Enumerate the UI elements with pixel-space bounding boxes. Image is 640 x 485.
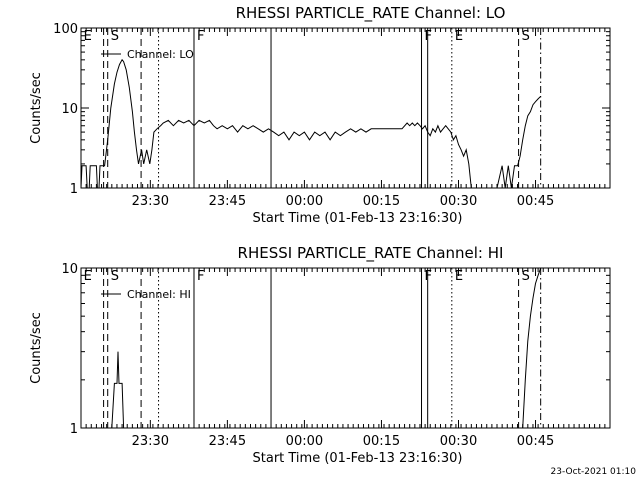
footer-timestamp: 23-Oct-2021 01:10 xyxy=(551,467,637,477)
x-tick-label: 00:15 xyxy=(363,194,400,209)
event-label: F xyxy=(425,29,432,44)
x-tick-label: 00:30 xyxy=(440,434,477,449)
event-label: S xyxy=(522,269,530,284)
event-label: E xyxy=(84,29,92,44)
legend-label: Channel: LO xyxy=(127,48,194,61)
x-tick-label: 23:30 xyxy=(132,194,169,209)
chart-panel-1: RHESSI PARTICLE_RATE Channel: HI 1 10 23:30… xyxy=(29,244,611,466)
legend-label: Channel: HI xyxy=(127,288,191,301)
x-tick-label: 00:00 xyxy=(286,194,323,209)
x-axis-label: Start Time (01-Feb-13 23:16:30) xyxy=(253,451,463,466)
y-tick-label: 100 xyxy=(53,22,78,37)
event-label: E xyxy=(84,269,92,284)
y-tick-label: 1 xyxy=(70,422,78,437)
data-series-line xyxy=(111,267,542,429)
x-tick-label: 00:00 xyxy=(286,434,323,449)
event-label: S xyxy=(111,269,119,284)
chart-title: RHESSI PARTICLE_RATE Channel: LO xyxy=(236,4,506,23)
event-label: S xyxy=(522,29,530,44)
x-axis-label: Start Time (01-Feb-13 23:16:30) xyxy=(253,211,463,226)
data-series-line xyxy=(80,58,542,189)
y-tick-label: 1 xyxy=(70,182,78,197)
chart-title: RHESSI PARTICLE_RATE Channel: HI xyxy=(238,244,504,263)
event-label: F xyxy=(197,269,204,284)
event-label: F xyxy=(197,29,204,44)
x-tick-label: 23:45 xyxy=(209,194,246,209)
event-label: E xyxy=(455,29,463,44)
x-tick-label: 00:45 xyxy=(517,194,554,209)
y-axis-label: Counts/sec xyxy=(29,72,44,144)
x-tick-label: 00:30 xyxy=(440,194,477,209)
event-label: F xyxy=(425,269,432,284)
event-label: E xyxy=(455,269,463,284)
y-tick-label: 10 xyxy=(61,262,78,277)
event-label: S xyxy=(111,29,119,44)
y-tick-label: 10 xyxy=(61,102,78,117)
x-tick-label: 23:45 xyxy=(209,434,246,449)
x-tick-label: 23:30 xyxy=(132,434,169,449)
x-tick-label: 00:45 xyxy=(517,434,554,449)
y-axis-label: Counts/sec xyxy=(29,312,44,384)
x-tick-label: 00:15 xyxy=(363,434,400,449)
chart-panel-0: RHESSI PARTICLE_RATE Channel: LO 1 10 100 23… xyxy=(29,4,611,226)
